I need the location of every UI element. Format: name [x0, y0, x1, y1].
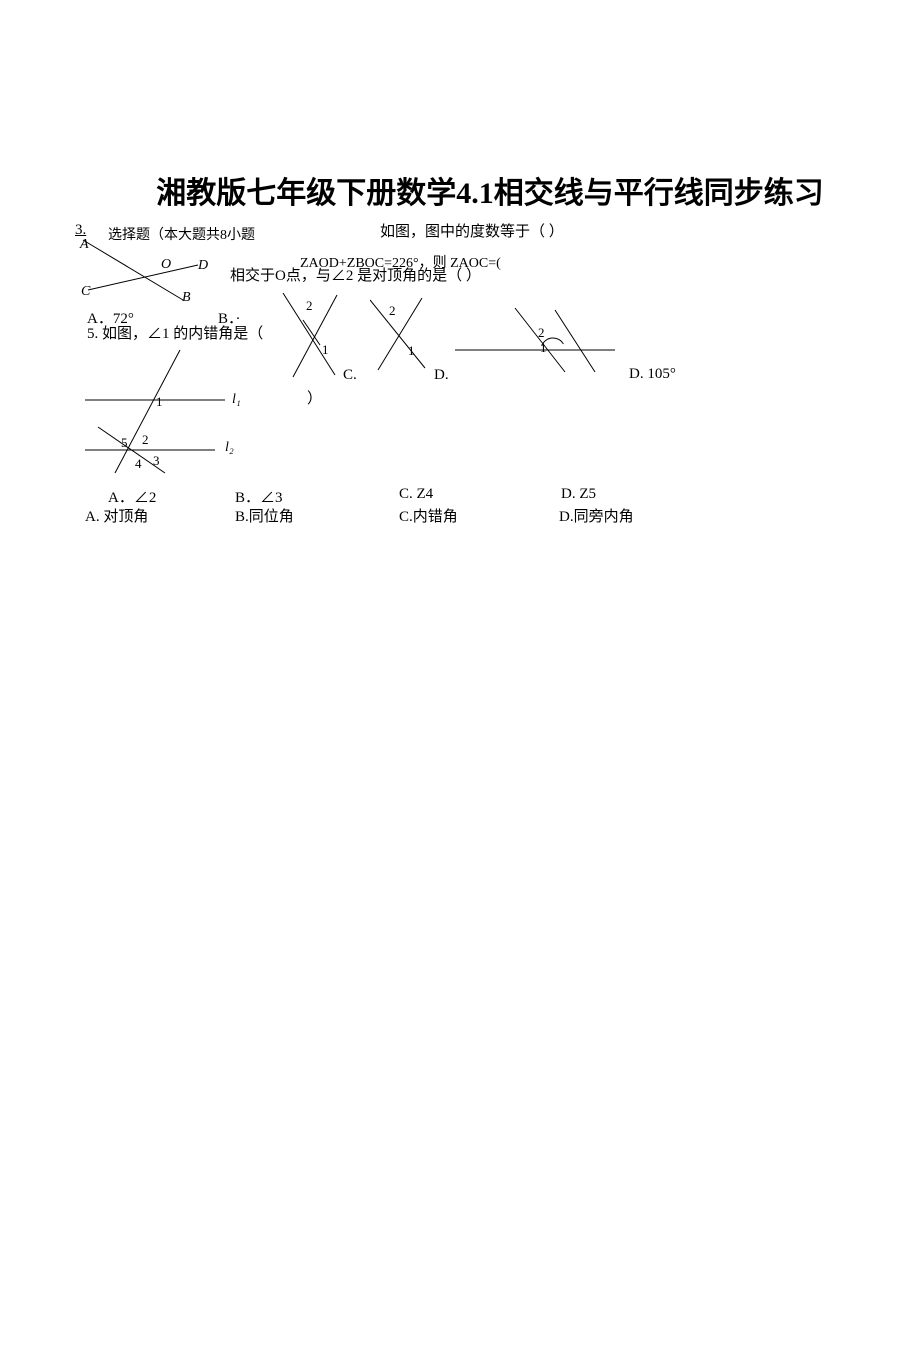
closing-paren: ） [307, 387, 322, 408]
relation-option-b: B.同位角 [235, 505, 294, 526]
option-d-105: D. 105° [629, 366, 676, 383]
relation-option-d: D.同旁内角 [559, 505, 634, 526]
diagram-c [370, 290, 440, 375]
question-2-text: 如图，图中的度数等于（ ） [380, 220, 564, 241]
question-5-text: 5. 如图，∠1 的内错角是（ [87, 322, 263, 343]
question-4-text: 相交于O点，与∠2 是对顶角的是（ ） [230, 264, 481, 285]
page-title: 湘教版七年级下册数学4.1相交线与平行线同步练习 [110, 168, 870, 212]
relation-option-a: A. 对顶角 [85, 505, 148, 526]
angle-option-c: C. Z4 [399, 486, 433, 503]
diagram-b [275, 285, 355, 380]
diagram-top-left [78, 235, 208, 305]
angle-option-d: D. Z5 [561, 486, 596, 503]
diagram-d [455, 300, 615, 375]
angle-option-a: A．∠2 [108, 486, 156, 507]
diagram-q5 [85, 345, 245, 475]
angle-option-b: B．∠3 [235, 486, 283, 507]
relation-option-c: C.内错角 [399, 505, 458, 526]
